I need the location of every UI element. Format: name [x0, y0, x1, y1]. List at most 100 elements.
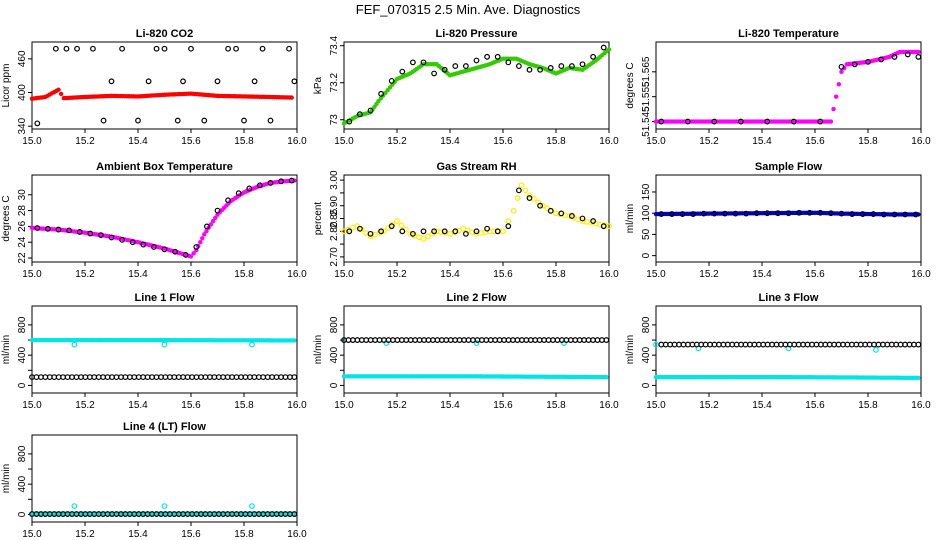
- data-point: [66, 227, 72, 234]
- series-3: [29, 511, 298, 517]
- data-point: [851, 61, 858, 68]
- data-point: [838, 210, 845, 217]
- data-point: [452, 63, 459, 69]
- data-point: [367, 107, 374, 114]
- x-tick-label: 15.2: [387, 400, 407, 411]
- x-tick-label: 15.2: [387, 136, 407, 147]
- data-point: [174, 117, 181, 124]
- data-point: [753, 210, 760, 217]
- panel-title: Sample Flow: [755, 161, 823, 173]
- data-point: [203, 223, 210, 230]
- x-tick-label: 15.4: [752, 400, 772, 411]
- plot-frame: [31, 305, 298, 394]
- data-point: [108, 78, 115, 85]
- data-point: [153, 45, 160, 52]
- data-point: [441, 66, 448, 73]
- data-point: [71, 341, 78, 348]
- x-tick-label: 15.6: [181, 269, 201, 280]
- x-tick-label: 15.8: [858, 400, 878, 411]
- y-tick-label: 51.545: [641, 106, 652, 137]
- data-point: [584, 219, 590, 225]
- panel-title: Li-820 CO2: [136, 28, 193, 40]
- panel-3: Li-820 Temperature degrees C 15.0 15.2 15.4 1…: [625, 28, 931, 147]
- data-point: [785, 210, 792, 217]
- data-point: [200, 236, 205, 241]
- data-point: [398, 222, 405, 229]
- x-tick-label: 16.0: [911, 136, 931, 147]
- data-point: [690, 211, 696, 217]
- data-point: [505, 59, 512, 66]
- plot-frame: [655, 174, 922, 263]
- data-point: [191, 251, 196, 256]
- data-point: [214, 207, 221, 214]
- data-point: [180, 78, 186, 85]
- data-point: [291, 511, 298, 517]
- data-point: [161, 503, 168, 510]
- data-point: [547, 207, 554, 214]
- data-point: [425, 233, 431, 240]
- plot-frame: [655, 41, 922, 130]
- data-point: [204, 228, 209, 234]
- x-tick-label: 15.6: [181, 136, 201, 147]
- data-point: [108, 234, 115, 241]
- plot-frame: [31, 174, 298, 263]
- x-tick-label: 15.4: [440, 400, 460, 411]
- data-point: [606, 223, 612, 230]
- data-point: [431, 70, 438, 77]
- plot-frame: [31, 434, 298, 523]
- data-point: [891, 211, 898, 218]
- series-1: [653, 49, 921, 124]
- x-tick-label: 16.0: [599, 400, 619, 411]
- y-tick-label: 73.2: [329, 73, 340, 93]
- data-point: [289, 95, 294, 100]
- data-point: [732, 210, 739, 217]
- data-point: [291, 374, 298, 381]
- data-point: [63, 45, 70, 52]
- y-tick-label: 22: [17, 252, 28, 264]
- data-point: [579, 215, 586, 222]
- data-point: [188, 45, 194, 52]
- data-point: [658, 211, 665, 217]
- data-point: [119, 45, 125, 52]
- x-tick-label: 15.8: [546, 136, 566, 147]
- y-tick-label: 800: [17, 445, 28, 462]
- x-tick-label: 15.6: [181, 529, 201, 540]
- data-point: [410, 59, 416, 66]
- data-point: [775, 210, 781, 217]
- x-tick-label: 15.6: [805, 269, 825, 280]
- y-tick-label: 0: [641, 252, 652, 258]
- panel-title: Ambient Box Temperature: [96, 161, 233, 173]
- x-tick-label: 15.4: [440, 269, 460, 280]
- data-point: [484, 225, 491, 232]
- x-tick-label: 15.4: [752, 136, 772, 147]
- data-point: [210, 218, 216, 224]
- x-tick-label: 15.8: [234, 400, 254, 411]
- data-point: [202, 232, 207, 237]
- data-point: [58, 91, 64, 97]
- data-point: [806, 209, 813, 216]
- x-tick-label: 15.4: [128, 269, 148, 280]
- series-2: [658, 51, 922, 125]
- x-tick-label: 15.2: [75, 136, 95, 147]
- data-point: [510, 207, 517, 214]
- data-point: [346, 118, 353, 125]
- data-point: [74, 45, 80, 52]
- data-point: [399, 68, 406, 75]
- x-tick-label: 15.2: [699, 400, 719, 411]
- panel-10: Line 4 (LT) Flow ml/min 15.0 15.2 15.4 15.6 15…: [1, 421, 307, 540]
- x-tick-label: 15.4: [440, 136, 460, 147]
- x-tick-label: 15.0: [646, 136, 666, 147]
- data-point: [100, 117, 107, 124]
- data-point: [737, 118, 744, 125]
- data-point: [526, 192, 533, 199]
- data-point: [233, 45, 239, 52]
- y-tick-label: 100: [641, 204, 652, 221]
- data-point: [836, 82, 842, 87]
- series-2: [71, 503, 255, 510]
- data-point: [388, 77, 395, 84]
- data-point: [539, 202, 546, 209]
- data-point: [52, 45, 59, 52]
- data-point: [494, 53, 501, 60]
- series-1: [29, 337, 297, 343]
- data-point: [286, 45, 292, 52]
